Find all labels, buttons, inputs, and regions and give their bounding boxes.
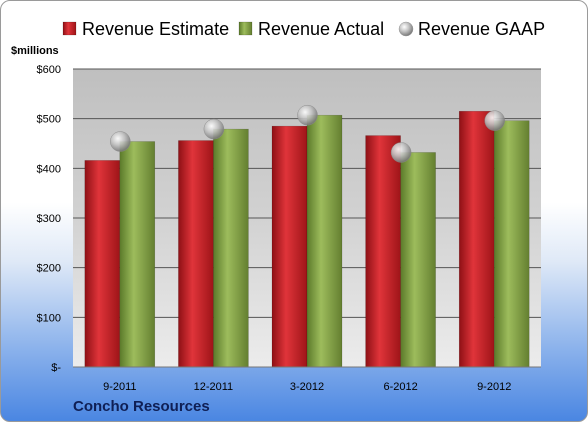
y-tick-label: $500 bbox=[37, 114, 61, 126]
revenue-gaap-marker bbox=[297, 104, 318, 126]
gaap-markers bbox=[110, 104, 505, 163]
revenue-estimate-bar bbox=[458, 110, 495, 368]
revenue-gaap-marker bbox=[390, 142, 412, 163]
company-name: Concho Resources bbox=[73, 398, 210, 415]
y-tick-label: $- bbox=[51, 362, 61, 374]
x-tick-label: 9-2011 bbox=[103, 381, 136, 393]
x-tick-label: 9-2012 bbox=[477, 381, 511, 393]
x-tick-label: 12-2011 bbox=[194, 381, 234, 393]
revenue-actual-bar bbox=[493, 120, 530, 368]
revenue-gaap-marker bbox=[484, 110, 505, 131]
x-tick-label: 3-2012 bbox=[290, 381, 324, 393]
y-axis-unit-label: $millions bbox=[11, 45, 59, 57]
legend-revenue-gaap-swatch bbox=[398, 21, 414, 37]
legend-revenue-estimate-swatch bbox=[62, 21, 77, 36]
legend-revenue-estimate-label: Revenue Estimate bbox=[82, 19, 229, 39]
y-tick-label: $400 bbox=[37, 163, 61, 175]
axes: $- $100 $200 $300 $400 $500 $600 9-2011 12-2011 3… bbox=[37, 64, 541, 393]
revenue-estimate-bar bbox=[84, 160, 121, 368]
revenue-estimate-bar bbox=[365, 135, 401, 368]
x-tick-label: 6-2012 bbox=[383, 381, 417, 393]
revenue-actual-bar bbox=[400, 152, 436, 368]
y-tick-label: $300 bbox=[37, 213, 61, 225]
legend-revenue-gaap-label: Revenue GAAP bbox=[418, 19, 545, 39]
revenue-actual-bar bbox=[119, 141, 156, 368]
y-tick-label: $100 bbox=[37, 312, 61, 324]
y-tick-label: $200 bbox=[37, 263, 61, 275]
legend-revenue-actual-swatch bbox=[238, 21, 253, 36]
revenue-actual-bar bbox=[213, 128, 249, 368]
revenue-estimate-bar bbox=[271, 125, 308, 368]
revenue-gaap-marker bbox=[203, 118, 225, 140]
y-tick-label: $600 bbox=[37, 64, 61, 76]
revenue-actual-bar bbox=[306, 114, 343, 368]
legend-revenue-actual-label: Revenue Actual bbox=[258, 19, 384, 39]
bars bbox=[84, 110, 530, 368]
revenue-estimate-bar bbox=[178, 140, 214, 368]
revenue-gaap-marker bbox=[110, 131, 131, 152]
legend: Revenue Estimate Revenue Actual Revenue GA… bbox=[62, 19, 545, 39]
